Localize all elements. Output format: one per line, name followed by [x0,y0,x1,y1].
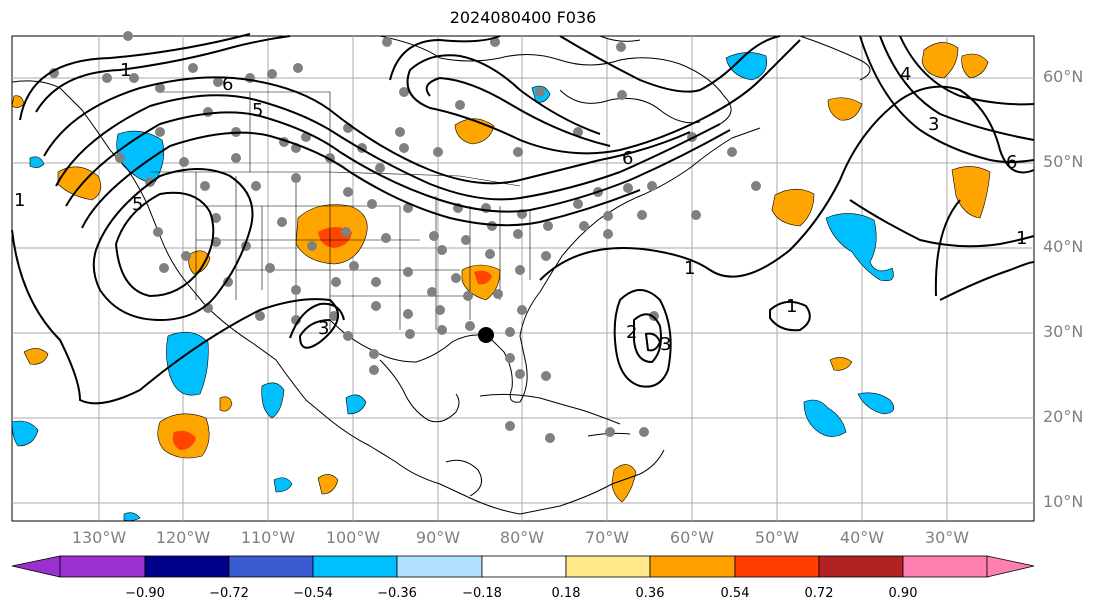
positive-patch [827,97,863,121]
lon-label: 110°W [240,528,296,547]
colorbar-tick-label: −0.54 [293,586,333,601]
lat-label: 40°N [1043,237,1084,256]
positive-patch [961,53,989,79]
contour-label: 3 [660,334,671,355]
negative-patch [166,331,209,396]
colorbar-segment [228,555,314,578]
lat-label: 10°N [1043,492,1084,511]
lat-label: 30°N [1043,322,1084,341]
contour-label: 5 [252,100,263,121]
positive-patch [921,42,959,79]
colorbar-segment [144,555,230,578]
colorbar-segment [649,555,736,578]
colorbar-segment [312,555,398,578]
map-title: 2024080400 F036 [449,8,597,27]
lon-label: 50°W [754,528,800,547]
contour-label: 1 [120,60,131,81]
negative-patch [345,394,367,415]
negative-patch [857,392,895,415]
contour-label: 3 [318,318,329,339]
negative-patch [803,399,847,437]
contour-label: 5 [132,194,143,215]
lat-label: 20°N [1043,407,1084,426]
positive-patch [317,474,339,495]
positive-patch [219,396,233,412]
colorbar-segment [902,555,988,578]
colorbar-segment [818,555,904,578]
contour-label: 6 [1006,152,1017,173]
coastlines [11,35,871,515]
negative-patch [11,420,39,447]
colorbar-segment [565,555,651,578]
lon-label: 90°W [415,528,461,547]
negative-patch [725,52,767,81]
colorbar [11,555,1035,578]
colorbar-segment [396,555,483,578]
colorbar-tick-label: 0.54 [720,586,750,601]
positive-patch [474,270,492,285]
contour-labels: 1 1 1 1 1 2 3 3 3 5 5 6 6 6 4 [14,60,1027,355]
lon-label: 30°W [924,528,970,547]
contour-label: 2 [626,322,637,343]
contour-label: 1 [14,190,25,211]
colorbar-segment [481,555,567,578]
lat-label: 50°N [1043,152,1084,171]
lon-label: 60°W [669,528,715,547]
station-dots [49,31,761,443]
contour-label: 1 [1016,228,1027,249]
colorbar-tick-label: 0.36 [635,586,665,601]
positive-patch [771,188,815,227]
colorbar-max-arrow [986,555,1035,578]
lat-label: 60°N [1043,67,1084,86]
contours [11,33,1035,405]
highlight-station [478,327,494,343]
colorbar-segment [59,555,146,578]
positive-patch [611,464,637,503]
negative-patch [29,156,45,168]
contour-label: 1 [684,258,695,279]
positive-patch [829,357,853,371]
positive-patch [188,250,211,275]
contour-label: 4 [900,64,911,85]
positive-patch [172,430,196,450]
negative-patch [261,382,285,419]
contour-label: 1 [786,296,797,317]
lon-label: 130°W [71,528,127,547]
colorbar-tick-label: 0.72 [804,586,834,601]
colorbar-segment [734,555,820,578]
lon-label: 120°W [155,528,211,547]
colorbar-tick-label: 0.18 [551,586,581,601]
lon-label: 100°W [325,528,381,547]
colorbar-tick-label: 0.90 [888,586,918,601]
positive-patch [23,348,49,365]
negative-patch [273,477,293,493]
lon-label: 40°W [839,528,885,547]
negative-patch [123,512,141,521]
anomaly-patches [11,42,991,521]
colorbar-tick-label: −0.72 [209,586,249,601]
contour-label: 6 [622,148,633,169]
positive-patch [951,166,991,219]
contour-label: 6 [222,74,233,95]
colorbar-tick-label: −0.36 [377,586,417,601]
lon-label: 80°W [499,528,545,547]
colorbar-tick-label: −0.90 [125,586,165,601]
contour-label: 3 [928,114,939,135]
colorbar-tick-label: −0.18 [462,586,502,601]
colorbar-min-arrow [11,555,61,578]
negative-patch [825,213,894,282]
lon-label: 70°W [584,528,630,547]
